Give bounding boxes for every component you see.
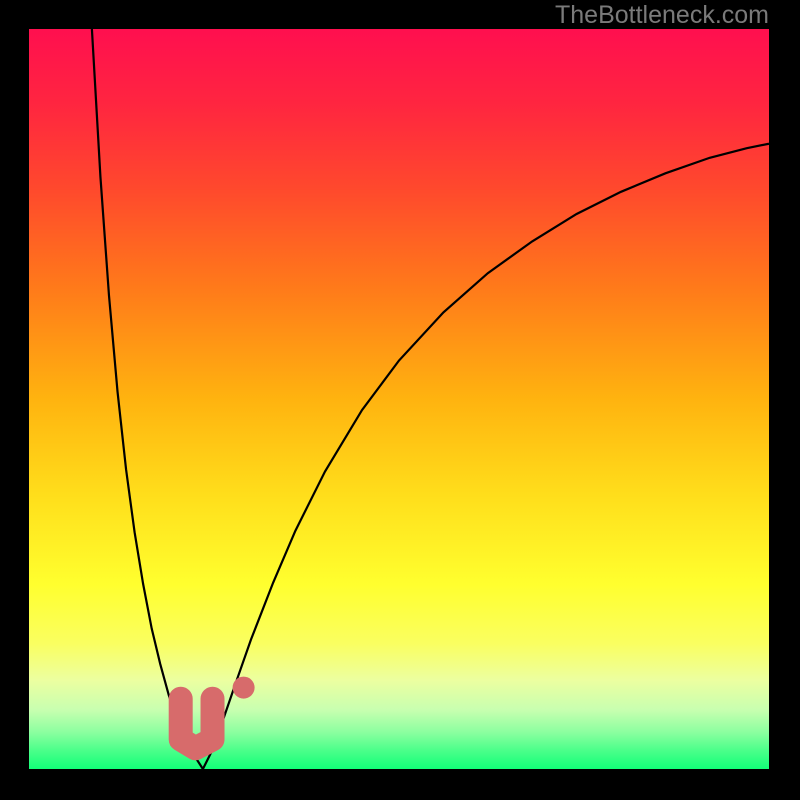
gradient-background xyxy=(29,29,769,769)
watermark-text: TheBottleneck.com xyxy=(555,1,769,30)
bottleneck-chart xyxy=(0,0,800,800)
low-points-dot xyxy=(233,677,255,699)
